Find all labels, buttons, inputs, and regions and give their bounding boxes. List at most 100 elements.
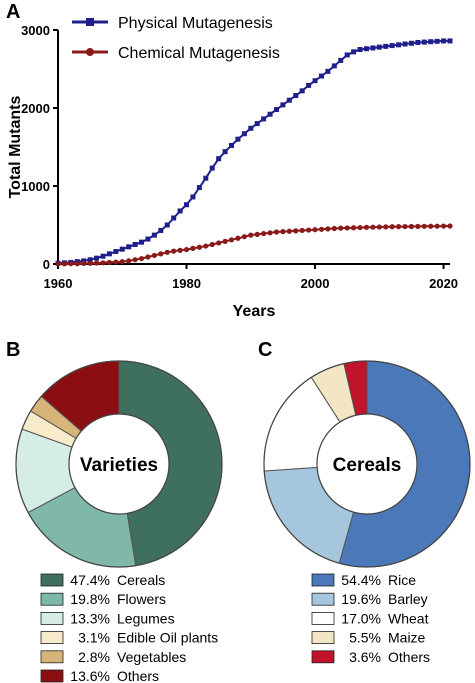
donut-hole bbox=[316, 413, 418, 515]
x-tick-label: 1960 bbox=[44, 276, 73, 291]
data-point-physical-mutagenesis bbox=[177, 208, 183, 214]
series-line-chemical-mutagenesis bbox=[58, 225, 451, 265]
data-point-physical-mutagenesis bbox=[331, 63, 337, 69]
data-point-chemical-mutagenesis bbox=[325, 226, 331, 232]
legend-swatch-varieties-others bbox=[40, 669, 64, 683]
data-point-chemical-mutagenesis bbox=[415, 223, 421, 230]
data-point-physical-mutagenesis bbox=[261, 116, 267, 122]
data-point-chemical-mutagenesis bbox=[183, 246, 190, 253]
data-point-physical-mutagenesis bbox=[357, 47, 363, 52]
data-point-chemical-mutagenesis bbox=[171, 248, 177, 254]
legend-swatch-cereals-barley bbox=[311, 592, 335, 606]
data-point-chemical-mutagenesis bbox=[145, 254, 151, 260]
legend-swatch-varieties-cereals bbox=[40, 573, 64, 587]
data-point-chemical-mutagenesis bbox=[312, 227, 318, 233]
data-point-chemical-mutagenesis bbox=[235, 235, 241, 241]
panel-letter-a: A bbox=[6, 1, 20, 23]
legend-a: Physical Mutagenesis Chemical Mutagenesi… bbox=[72, 15, 280, 62]
legend-percent-varieties-edible-oil-plants: 3.1% bbox=[78, 630, 110, 646]
data-point-chemical-mutagenesis bbox=[113, 259, 119, 265]
data-point-physical-mutagenesis bbox=[434, 38, 440, 44]
data-point-physical-mutagenesis bbox=[396, 42, 402, 48]
data-point-chemical-mutagenesis bbox=[196, 244, 202, 250]
data-point-chemical-mutagenesis bbox=[280, 229, 286, 235]
legend-chemical-marker bbox=[86, 48, 94, 56]
data-point-physical-mutagenesis bbox=[106, 251, 112, 257]
legend-cereals: 54.4% Rice 19.6% Barley 17.0% Wheat 5.5% Maize 3… bbox=[311, 572, 430, 665]
data-point-physical-mutagenesis bbox=[254, 121, 260, 127]
donut-chart-varieties bbox=[15, 360, 223, 568]
legend-swatch-varieties-legumes bbox=[40, 612, 64, 625]
donut-chart-cereals bbox=[263, 360, 471, 568]
legend-percent-cereals-maize: 5.5% bbox=[349, 630, 381, 646]
data-point-physical-mutagenesis bbox=[164, 222, 170, 228]
data-point-physical-mutagenesis bbox=[209, 165, 215, 171]
data-point-physical-mutagenesis bbox=[113, 249, 119, 255]
data-point-physical-mutagenesis bbox=[151, 232, 157, 238]
data-point-chemical-mutagenesis bbox=[61, 261, 68, 267]
data-point-physical-mutagenesis bbox=[441, 38, 447, 44]
data-point-chemical-mutagenesis bbox=[158, 251, 164, 257]
donut-center-label-varieties: Varieties bbox=[80, 455, 158, 476]
data-point-physical-mutagenesis bbox=[184, 202, 190, 208]
data-point-physical-mutagenesis bbox=[216, 156, 222, 162]
legend-percent-cereals-rice: 54.4% bbox=[341, 572, 381, 588]
data-point-physical-mutagenesis bbox=[299, 88, 305, 94]
data-point-physical-mutagenesis bbox=[222, 149, 228, 155]
legend-percent-varieties-legumes: 13.3% bbox=[70, 610, 110, 626]
data-point-physical-mutagenesis bbox=[370, 45, 376, 51]
legend-label-cereals-rice: Rice bbox=[388, 572, 416, 588]
data-point-chemical-mutagenesis bbox=[338, 225, 344, 231]
data-point-physical-mutagenesis bbox=[325, 68, 331, 74]
data-point-chemical-mutagenesis bbox=[119, 259, 125, 265]
data-point-chemical-mutagenesis bbox=[331, 225, 337, 232]
data-point-physical-mutagenesis bbox=[402, 41, 408, 47]
data-point-physical-mutagenesis bbox=[190, 194, 196, 200]
x-axis-title: Years bbox=[233, 303, 276, 320]
data-point-chemical-mutagenesis bbox=[318, 226, 325, 232]
legend-label-varieties-others: Others bbox=[117, 668, 159, 683]
data-point-physical-mutagenesis bbox=[415, 39, 421, 45]
legend-varieties: 47.4% Cereals 19.8% Flowers 13.3% Legumes 3.1%… bbox=[40, 572, 218, 683]
legend-percent-cereals-others: 3.6% bbox=[349, 649, 381, 665]
data-point-physical-mutagenesis bbox=[286, 97, 292, 103]
legend-percent-varieties-cereals: 47.4% bbox=[70, 572, 110, 588]
data-point-chemical-mutagenesis bbox=[293, 228, 299, 234]
line-chart: 0 1000 2000 3000 1960 1980 2000 2020 Total Muta… bbox=[7, 15, 458, 320]
data-point-chemical-mutagenesis bbox=[177, 247, 183, 253]
data-point-chemical-mutagenesis bbox=[81, 260, 87, 267]
data-point-physical-mutagenesis bbox=[376, 44, 382, 50]
data-point-chemical-mutagenesis bbox=[261, 230, 267, 237]
legend-label-varieties-cereals: Cereals bbox=[117, 572, 165, 588]
legend-swatch-cereals-maize bbox=[311, 631, 335, 644]
donut-outline bbox=[15, 360, 223, 568]
donut-outline bbox=[263, 360, 471, 568]
data-point-chemical-mutagenesis bbox=[402, 223, 408, 230]
data-point-physical-mutagenesis bbox=[119, 246, 125, 252]
data-point-chemical-mutagenesis bbox=[126, 258, 132, 264]
panel-letter-c: C bbox=[258, 339, 272, 361]
data-point-physical-mutagenesis bbox=[389, 43, 395, 49]
data-point-physical-mutagenesis bbox=[87, 257, 93, 263]
data-point-chemical-mutagenesis bbox=[273, 229, 280, 235]
data-point-chemical-mutagenesis bbox=[447, 223, 453, 229]
data-point-physical-mutagenesis bbox=[280, 102, 286, 108]
data-point-physical-mutagenesis bbox=[235, 136, 241, 142]
data-point-physical-mutagenesis bbox=[196, 185, 202, 191]
data-point-physical-mutagenesis bbox=[132, 242, 138, 247]
x-tick-label: 1980 bbox=[172, 276, 201, 291]
data-point-physical-mutagenesis bbox=[428, 39, 434, 45]
legend-percent-varieties-others: 13.6% bbox=[70, 668, 110, 683]
data-point-chemical-mutagenesis bbox=[100, 260, 106, 266]
legend-swatch-cereals-rice bbox=[311, 573, 335, 587]
legend-percent-varieties-vegetables: 2.8% bbox=[78, 649, 110, 665]
data-point-physical-mutagenesis bbox=[306, 82, 312, 88]
data-point-chemical-mutagenesis bbox=[248, 232, 254, 238]
data-point-chemical-mutagenesis bbox=[190, 245, 196, 251]
donut-hole bbox=[68, 413, 170, 515]
data-point-physical-mutagenesis bbox=[447, 38, 453, 44]
data-point-physical-mutagenesis bbox=[248, 125, 254, 131]
legend-label-varieties-vegetables: Vegetables bbox=[117, 649, 186, 665]
data-point-physical-mutagenesis bbox=[408, 40, 414, 46]
data-point-chemical-mutagenesis bbox=[254, 231, 260, 237]
